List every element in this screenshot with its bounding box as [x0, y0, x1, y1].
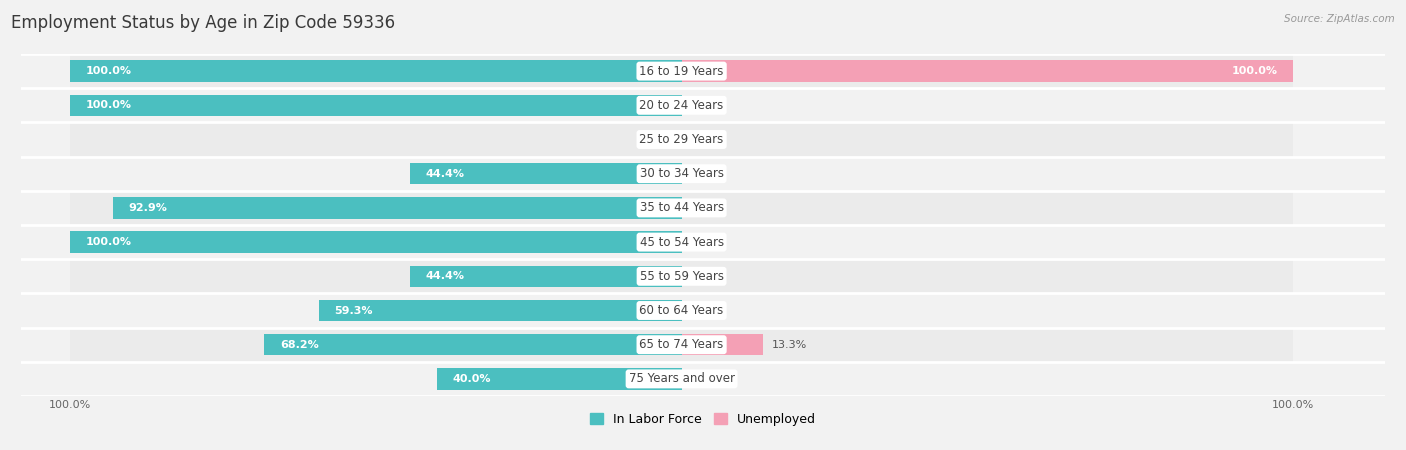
Bar	[682, 362, 1294, 396]
Legend: In Labor Force, Unemployed: In Labor Force, Unemployed	[585, 408, 821, 431]
Bar	[70, 191, 682, 225]
Bar	[70, 157, 682, 191]
Bar	[682, 88, 1294, 122]
Text: Source: ZipAtlas.com: Source: ZipAtlas.com	[1284, 14, 1395, 23]
Text: 92.9%: 92.9%	[129, 203, 167, 213]
Text: 65 to 74 Years: 65 to 74 Years	[640, 338, 724, 351]
Bar	[70, 88, 682, 122]
Bar	[70, 293, 682, 328]
Bar	[682, 328, 1294, 362]
Text: 59.3%: 59.3%	[335, 306, 373, 315]
Bar	[437, 368, 682, 390]
Bar	[70, 60, 682, 82]
Bar	[682, 293, 1294, 328]
Bar	[70, 54, 682, 88]
Text: 100.0%: 100.0%	[86, 66, 131, 76]
Bar	[682, 157, 1294, 191]
Bar	[70, 259, 682, 293]
Text: 13.3%: 13.3%	[772, 340, 807, 350]
Text: 0.0%: 0.0%	[690, 374, 718, 384]
Bar	[70, 225, 682, 259]
Bar	[70, 328, 682, 362]
Text: 0.0%: 0.0%	[690, 135, 718, 144]
Text: 0.0%: 0.0%	[644, 135, 672, 144]
Bar	[682, 122, 1294, 157]
Bar	[70, 231, 682, 253]
Text: 55 to 59 Years: 55 to 59 Years	[640, 270, 724, 283]
Bar	[682, 191, 1294, 225]
Bar	[682, 60, 1294, 82]
Text: 0.0%: 0.0%	[690, 306, 718, 315]
Bar	[70, 362, 682, 396]
Text: 60 to 64 Years: 60 to 64 Years	[640, 304, 724, 317]
Text: 45 to 54 Years: 45 to 54 Years	[640, 236, 724, 248]
Text: 40.0%: 40.0%	[453, 374, 491, 384]
Text: 20 to 24 Years: 20 to 24 Years	[640, 99, 724, 112]
Bar	[682, 54, 1294, 88]
Text: 44.4%: 44.4%	[426, 169, 464, 179]
Text: 0.0%: 0.0%	[690, 100, 718, 110]
Bar	[70, 94, 682, 116]
Bar	[682, 225, 1294, 259]
Text: 44.4%: 44.4%	[426, 271, 464, 281]
Text: 100.0%: 100.0%	[86, 100, 131, 110]
Text: 16 to 19 Years: 16 to 19 Years	[640, 65, 724, 77]
Text: 25 to 29 Years: 25 to 29 Years	[640, 133, 724, 146]
Bar	[682, 259, 1294, 293]
Text: 0.0%: 0.0%	[690, 237, 718, 247]
Bar	[411, 266, 682, 287]
Text: 68.2%: 68.2%	[280, 340, 319, 350]
Bar	[114, 197, 682, 219]
Text: 35 to 44 Years: 35 to 44 Years	[640, 202, 724, 214]
Text: 100.0%: 100.0%	[1232, 66, 1278, 76]
Bar	[411, 163, 682, 184]
Bar	[682, 334, 763, 356]
Text: 30 to 34 Years: 30 to 34 Years	[640, 167, 724, 180]
Bar	[264, 334, 682, 356]
Text: 75 Years and over: 75 Years and over	[628, 373, 734, 385]
Text: 0.0%: 0.0%	[690, 271, 718, 281]
Bar	[70, 122, 682, 157]
Text: 100.0%: 100.0%	[86, 237, 131, 247]
Text: 0.0%: 0.0%	[690, 169, 718, 179]
Bar	[319, 300, 682, 321]
Text: Employment Status by Age in Zip Code 59336: Employment Status by Age in Zip Code 593…	[11, 14, 395, 32]
Text: 0.0%: 0.0%	[690, 203, 718, 213]
